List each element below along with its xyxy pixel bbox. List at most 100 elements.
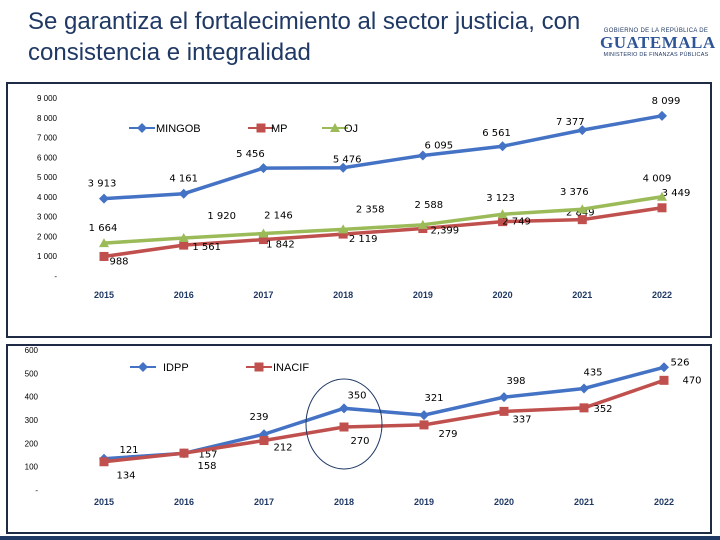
- chart1-data-point: [417, 150, 428, 161]
- chart1-legend-label: MINGOB: [156, 123, 201, 135]
- chart1-data-label: 6 561: [482, 128, 511, 139]
- chart2-series-line: [103, 378, 665, 464]
- chart2-data-label: 526: [670, 357, 689, 368]
- chart2-xtick: 2022: [654, 497, 674, 507]
- chart1-ytick: 1 000: [37, 252, 58, 261]
- chart2-data-label: 212: [273, 443, 292, 454]
- chart1-data-label: 2 588: [415, 200, 444, 211]
- chart-panel-1: - 1 000 2 000 3 000 4 000 5 000 6 000 7 000 8 00…: [6, 82, 712, 338]
- logo-main: GUATEMALA: [600, 33, 716, 52]
- chart1-data-label: 2 146: [264, 211, 293, 222]
- chart1-data-label: 7 377: [556, 117, 585, 128]
- chart2-data-label: 158: [197, 461, 216, 472]
- chart1-data-label: 1 664: [89, 223, 118, 234]
- chart2-data-label: 398: [506, 376, 525, 387]
- chart1-ytick: 7 000: [37, 134, 58, 143]
- chart1-series-line: [103, 206, 663, 259]
- chart1-data-point: [657, 203, 667, 213]
- chart1-xtick: 2016: [174, 290, 194, 300]
- chart2-legend-label: IDPP: [163, 362, 189, 374]
- chart1-legend-label: OJ: [344, 123, 358, 135]
- chart1-xtick: 2022: [652, 290, 672, 300]
- chart1-xtick: 2017: [253, 290, 273, 300]
- chart1-legend-marker: [137, 123, 147, 133]
- chart1-data-label: 2,399: [431, 226, 460, 237]
- chart2-ytick: 300: [25, 416, 39, 425]
- chart1-data-point: [338, 224, 349, 234]
- chart2-ytick: 200: [25, 439, 39, 448]
- chart1-xtick: 2018: [333, 290, 353, 300]
- chart1-data-label: 1 842: [266, 240, 295, 251]
- chart2-data-label: 157: [198, 449, 217, 460]
- chart2-data-point: [499, 392, 509, 403]
- chart1-ytick: 5 000: [37, 173, 58, 182]
- chart1-legend-marker: [256, 123, 266, 133]
- chart1-data-point: [178, 233, 189, 243]
- chart2-ytick: 400: [25, 393, 39, 402]
- chart2-data-label: 435: [583, 368, 602, 379]
- chart2-data-point: [339, 403, 349, 414]
- chart2-xtick: 2015: [94, 497, 114, 507]
- chart2-legend-marker: [138, 362, 148, 372]
- chart2-data-point: [259, 429, 269, 440]
- chart1-data-label: 3 449: [662, 188, 691, 199]
- chart1-ytick: 6 000: [37, 153, 58, 162]
- chart1-data-label: 2 749: [502, 217, 531, 228]
- chart2-data-point: [419, 410, 429, 421]
- chart1-data-point: [99, 193, 109, 204]
- chart1-data-point: [498, 217, 508, 227]
- chart2-data-point: [659, 362, 669, 373]
- logo-line2: MINISTERIO DE FINANZAS PÚBLICAS: [603, 52, 709, 58]
- chart1-data-label: 1 561: [192, 242, 221, 253]
- chart2-data-point: [579, 383, 589, 394]
- chart2-ytick: 500: [25, 369, 39, 378]
- chart2-series-line: [103, 365, 665, 461]
- chart1-xtick: 2015: [94, 290, 114, 300]
- chart1-data-label: 5 476: [333, 155, 362, 166]
- chart1-data-point: [258, 228, 269, 238]
- chart2-xtick: 2017: [254, 497, 274, 507]
- chart1-xtick: 2021: [572, 290, 592, 300]
- chart2-xtick: 2020: [494, 497, 514, 507]
- chart1-data-point: [258, 163, 269, 174]
- chart1-series-line: [103, 114, 663, 201]
- chart2-legend-marker: [254, 362, 264, 372]
- chart1-data-point: [338, 229, 348, 239]
- chart1-data-label: 988: [109, 256, 128, 267]
- chart1-ytick: 2 000: [37, 232, 58, 241]
- chart-2-svg: - 100 200 300 400 500 600 2015 2016 2017 2018 2019 2…: [25, 346, 702, 507]
- chart1-data-point: [417, 219, 428, 229]
- chart2-data-label: 337: [512, 414, 531, 425]
- chart1-data-point: [99, 251, 109, 261]
- chart2-data-point: [419, 420, 429, 430]
- chart2-data-label: 121: [119, 445, 138, 456]
- chart2-data-point: [99, 457, 109, 467]
- chart-panel-2: - 100 200 300 400 500 600 2015 2016 2017 2018 2019 2…: [6, 344, 712, 534]
- logo-line1: GOBIERNO DE LA REPÚBLICA DE: [603, 28, 709, 34]
- chart1-ytick: 4 000: [37, 193, 58, 202]
- chart1-data-point: [497, 141, 508, 152]
- chart1-legend-marker: [330, 123, 340, 132]
- chart2-xtick: 2021: [574, 497, 594, 507]
- chart1-data-point: [99, 238, 109, 248]
- chart2-data-label: 321: [424, 393, 443, 404]
- chart2-data-point: [179, 448, 189, 458]
- chart1-data-point: [577, 125, 588, 136]
- chart1-legend-label: MP: [271, 123, 288, 135]
- chart2-data-label: 239: [249, 412, 268, 423]
- chart1-ytick: 9 000: [37, 94, 58, 103]
- chart1-data-point: [497, 209, 508, 219]
- chart1-data-label: 2 119: [349, 234, 378, 245]
- chart1-data-label: 3 376: [560, 187, 589, 198]
- chart1-data-label: 2 358: [356, 204, 385, 215]
- chart1-data-label: 5 456: [236, 149, 265, 160]
- chart1-data-point: [178, 188, 189, 199]
- chart1-ytick: 3 000: [37, 213, 58, 222]
- chart2-data-point: [499, 406, 509, 416]
- chart2-legend-label: INACIF: [273, 362, 309, 374]
- chart2-data-label: 134: [116, 471, 135, 482]
- chart1-data-point: [657, 110, 667, 121]
- chart1-data-label: 4 161: [169, 174, 198, 185]
- chart2-data-point: [339, 422, 349, 432]
- chart2-data-point: [659, 375, 669, 385]
